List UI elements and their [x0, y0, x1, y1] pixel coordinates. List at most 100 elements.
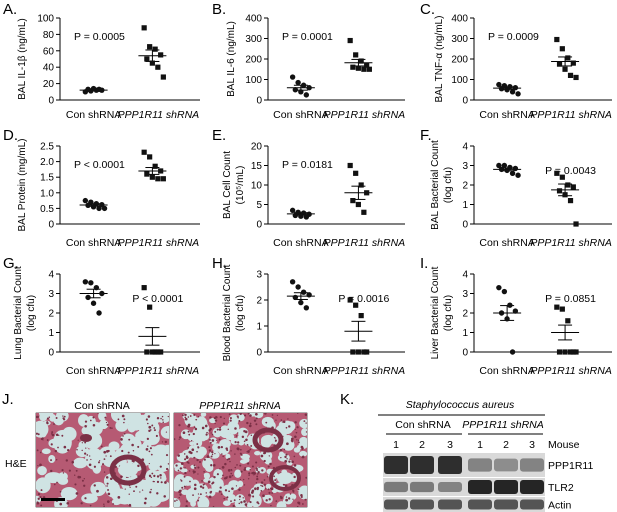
nucleus: [283, 448, 286, 451]
blot-group-label-knockdown: PPP1R11 shRNA: [462, 419, 544, 431]
category-label-knockdown: PPP1R11 shRNA: [324, 237, 406, 249]
nucleus: [160, 417, 162, 420]
histology-panel: J. Con shRNA PPP1R11 shRNA H&E: [2, 391, 308, 508]
data-point-control: [496, 162, 502, 169]
alveolus: [282, 434, 294, 449]
nucleus: [193, 487, 197, 491]
nucleus: [80, 502, 83, 505]
nucleus: [156, 417, 160, 420]
nucleus: [203, 470, 205, 473]
nucleus: [254, 487, 257, 491]
nucleus: [209, 416, 212, 419]
y-tick-label: 2: [462, 181, 468, 192]
nucleus: [148, 474, 152, 478]
lane-number: 3: [447, 439, 453, 451]
data-point-knockdown: [366, 66, 372, 72]
y-tick-label: 1: [462, 200, 468, 211]
y-tick-label: 20: [251, 142, 263, 153]
nucleus: [227, 469, 231, 472]
panel-label: E.: [212, 127, 226, 144]
blot-band: [410, 481, 434, 493]
y-tick-label: 80: [43, 30, 55, 41]
nucleus: [268, 455, 270, 457]
data-point-knockdown: [155, 176, 161, 182]
nucleus: [51, 431, 54, 434]
nucleus: [92, 423, 96, 427]
data-point-knockdown: [573, 74, 579, 81]
y-tick-label: 0: [256, 220, 262, 231]
y-tick-label: 1: [48, 328, 54, 339]
nucleus: [155, 434, 158, 438]
nucleus: [66, 501, 70, 505]
nucleus: [223, 497, 226, 500]
alveolus: [259, 449, 273, 462]
data-point-knockdown: [155, 64, 161, 70]
nucleus: [229, 460, 231, 463]
nucleus: [184, 417, 188, 421]
nucleus: [248, 493, 251, 497]
data-point-control: [295, 284, 301, 290]
nucleus: [131, 443, 134, 447]
panel-label: G.: [3, 255, 19, 272]
nucleus: [220, 493, 223, 495]
nucleus: [148, 425, 152, 429]
blot-band: [494, 458, 518, 472]
data-point-control: [504, 87, 510, 93]
y-axis-label: Blood Bacterial Count: [222, 264, 233, 361]
data-point-knockdown: [364, 349, 370, 355]
nucleus: [149, 447, 152, 450]
category-label-control: Con shRNA: [273, 109, 328, 121]
nucleus: [210, 432, 212, 434]
y-tick-label: 3: [48, 289, 54, 300]
y-tick-label: 4: [48, 270, 54, 281]
nucleus: [61, 434, 64, 437]
nucleus: [235, 435, 238, 437]
nucleus: [123, 418, 126, 421]
nucleus: [249, 468, 251, 471]
data-point-knockdown: [158, 349, 164, 355]
nucleus: [295, 431, 298, 434]
nucleus: [297, 488, 300, 491]
blot-band-label: Actin: [548, 500, 572, 512]
data-point-knockdown: [570, 60, 576, 66]
nucleus: [215, 415, 217, 418]
nucleus: [164, 440, 168, 444]
nucleus: [181, 414, 184, 417]
nucleus: [51, 433, 55, 437]
alveolus: [189, 441, 195, 446]
data-point-knockdown: [567, 198, 574, 204]
data-point-control: [512, 165, 519, 172]
nucleus: [201, 426, 205, 430]
y-tick-label: 0: [48, 348, 54, 359]
p-value: P = 0.0009: [488, 31, 539, 43]
alveolus: [245, 467, 251, 471]
nucleus: [84, 452, 87, 455]
data-point-knockdown: [364, 190, 370, 196]
nucleus: [165, 431, 168, 433]
nucleus: [100, 445, 103, 448]
nucleus: [174, 500, 176, 502]
nucleus: [150, 476, 152, 479]
nucleus: [237, 416, 239, 419]
nucleus: [240, 501, 243, 504]
data-point-knockdown: [141, 149, 147, 155]
blot-band: [520, 458, 544, 472]
nucleus: [37, 433, 40, 436]
alveolus: [145, 469, 159, 485]
nucleus: [192, 432, 195, 436]
data-point-control: [498, 310, 505, 316]
blood-vessel: [80, 434, 92, 442]
nucleus: [242, 478, 245, 481]
alveolus: [217, 441, 230, 456]
y-tick-label: 0: [256, 348, 262, 359]
nucleus: [104, 416, 107, 419]
nucleus: [239, 448, 242, 451]
nucleus: [201, 480, 203, 482]
nucleus: [270, 504, 272, 507]
alveolus: [115, 419, 129, 432]
nucleus: [183, 453, 186, 455]
nucleus: [289, 493, 292, 495]
nucleus: [231, 487, 234, 490]
category-label-knockdown: PPP1R11 shRNA: [118, 237, 200, 249]
nucleus: [36, 415, 40, 418]
